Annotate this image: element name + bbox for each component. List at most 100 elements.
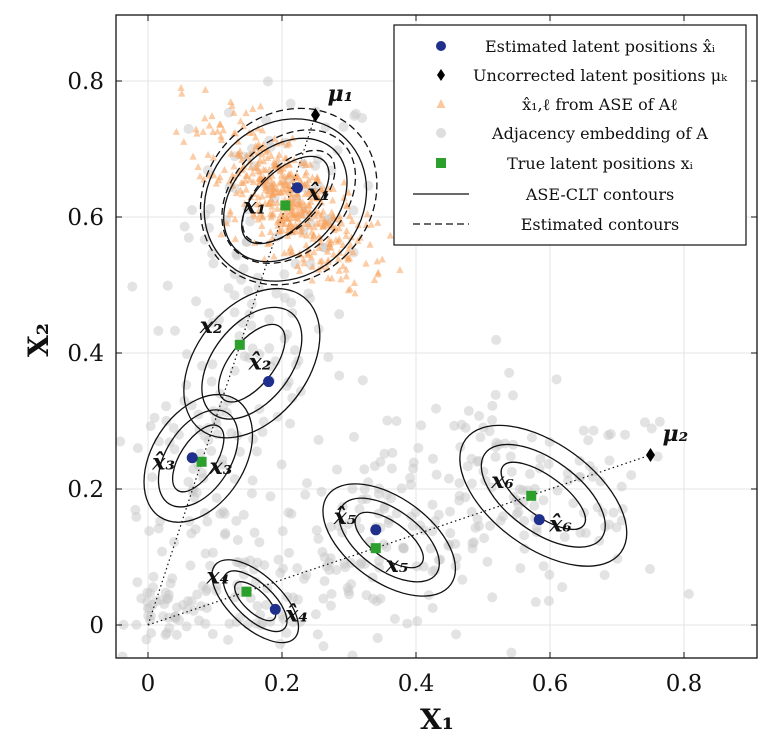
ase-ell-point xyxy=(349,248,357,256)
adjacency-point xyxy=(170,611,181,622)
adjacency-point xyxy=(410,507,421,518)
adjacency-point xyxy=(132,443,143,454)
adjacency-point xyxy=(479,533,490,544)
legend-symbol-uncorrected xyxy=(437,69,445,81)
ase-ell-point xyxy=(259,165,268,173)
adjacency-point xyxy=(145,588,156,599)
adjacency-point xyxy=(181,349,192,360)
ase-ell-point xyxy=(254,166,262,174)
adjacency-point xyxy=(206,376,217,387)
adjacency-point xyxy=(491,334,502,345)
position-markers xyxy=(186,108,655,615)
ase-ell-point xyxy=(306,160,314,168)
ase-ell-point xyxy=(237,117,245,125)
adjacency-point xyxy=(444,506,455,517)
adjacency-point xyxy=(238,263,249,274)
ase-ell-point xyxy=(178,89,186,97)
adjacency-point xyxy=(599,569,610,580)
ase-ell-point xyxy=(196,172,204,180)
ase-ell-point xyxy=(314,176,322,184)
adjacency-point xyxy=(325,553,336,564)
adjacency-point xyxy=(312,629,323,640)
ase-ell-point xyxy=(285,247,293,255)
adjacency-point xyxy=(231,557,242,568)
adjacency-point xyxy=(604,455,615,466)
adjacency-point xyxy=(318,641,329,652)
ase-ell-point xyxy=(251,133,260,141)
adjacency-point xyxy=(275,639,286,650)
adjacency-point xyxy=(538,561,549,572)
ase-ell-point xyxy=(299,255,308,263)
clt-contour-4 xyxy=(234,581,277,622)
adjacency-point xyxy=(559,531,570,542)
ase-ell-point xyxy=(335,266,343,274)
estimated-position-marker xyxy=(533,514,545,526)
y-tick-label: 0.6 xyxy=(67,205,104,231)
adjacency-point xyxy=(412,616,423,627)
adjacency-point xyxy=(192,589,203,600)
ase-ell-point xyxy=(246,175,254,183)
legend-symbol-estimated xyxy=(436,41,446,51)
adjacency-point xyxy=(487,415,498,426)
ase-ell-point xyxy=(193,129,201,137)
adjacency-point xyxy=(382,415,393,426)
adjacency-point xyxy=(620,429,631,440)
adjacency-point xyxy=(616,481,627,492)
adjacency-point xyxy=(405,472,416,483)
ase-ell-point xyxy=(258,221,266,229)
adjacency-point xyxy=(543,459,554,470)
ase-ell-point xyxy=(264,240,272,248)
adjacency-point xyxy=(243,285,254,296)
adjacency-point xyxy=(179,221,190,232)
adjacency-point xyxy=(375,593,386,604)
ase-ell-point xyxy=(177,83,185,91)
adjacency-point xyxy=(603,519,614,530)
adjacency-point xyxy=(383,518,394,529)
adjacency-point xyxy=(416,420,427,431)
estimated-position-label: x̂₄ xyxy=(284,601,308,627)
adjacency-point xyxy=(552,485,563,496)
adjacency-point xyxy=(207,248,218,259)
ase-ell-point xyxy=(386,231,394,239)
clt-contour-1 xyxy=(203,118,368,282)
adjacency-point xyxy=(551,374,562,385)
ase-ell-point xyxy=(309,234,317,242)
adjacency-point xyxy=(211,492,222,503)
adjacency-point xyxy=(317,546,328,557)
adjacency-point xyxy=(144,603,155,614)
ase-ell-point xyxy=(374,218,382,226)
adjacency-point xyxy=(199,234,210,245)
ase-ell-point xyxy=(326,240,334,248)
adjacency-point xyxy=(285,98,296,109)
ase-ell-point xyxy=(234,169,242,177)
adjacency-point xyxy=(338,121,349,132)
adjacency-point xyxy=(195,448,206,459)
adjacency-point xyxy=(348,205,359,216)
adjacency-point xyxy=(316,486,327,497)
adjacency-point xyxy=(431,403,442,414)
clt-contour-1 xyxy=(223,137,348,263)
adjacency-point xyxy=(281,380,292,391)
adjacency-point xyxy=(223,283,234,294)
adjacency-point xyxy=(490,451,501,462)
ase-ell-point xyxy=(337,275,345,283)
ase-ell-point xyxy=(329,212,337,220)
adjacency-point xyxy=(387,447,398,458)
clt-contour-3 xyxy=(143,393,254,523)
adjacency-point xyxy=(318,593,329,604)
ase-ell-point xyxy=(344,188,353,196)
adjacency-point xyxy=(639,417,650,428)
ase-ell-point xyxy=(305,222,314,230)
adjacency-point xyxy=(391,416,402,427)
adjacency-point xyxy=(248,434,259,445)
adjacency-point xyxy=(505,451,516,462)
adjacency-point xyxy=(369,461,380,472)
adjacency-point xyxy=(347,483,358,494)
adjacency-point xyxy=(683,589,694,600)
adjacency-point xyxy=(239,351,250,362)
adjacency-point xyxy=(652,451,663,462)
adjacency-point xyxy=(583,435,594,446)
ase-ell-point xyxy=(298,224,306,232)
ase-ell-point xyxy=(246,150,255,158)
